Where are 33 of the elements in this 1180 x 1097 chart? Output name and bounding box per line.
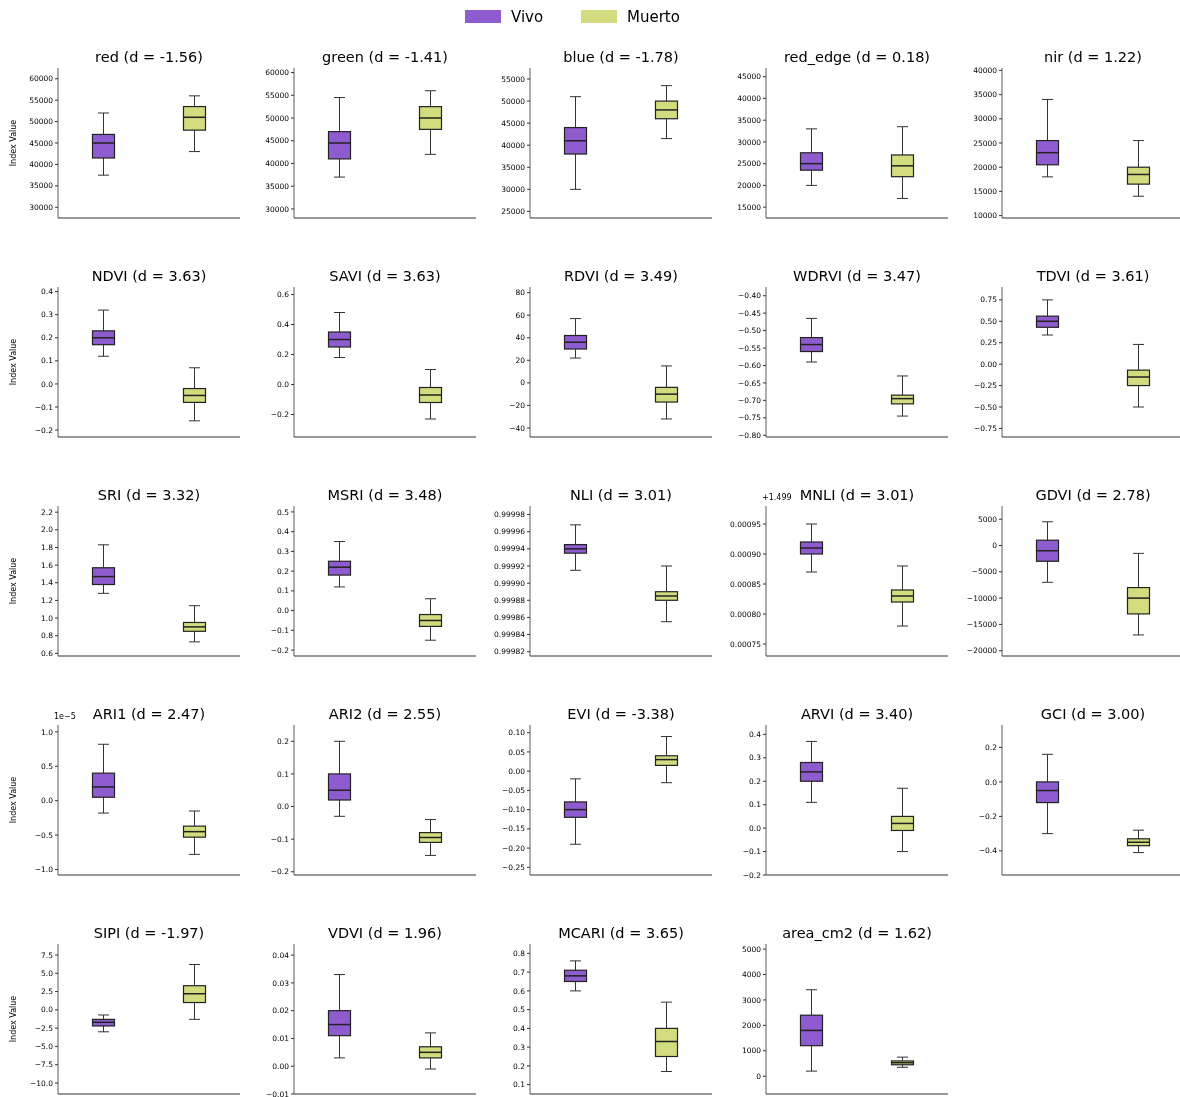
y-axis-title: Index Value <box>9 776 18 824</box>
chart-title: green (d = -1.41) <box>322 49 448 65</box>
chart-title: ARI2 (d = 2.55) <box>328 706 442 722</box>
chart-title: RDVI (d = 3.49) <box>564 268 678 284</box>
chart-title: WDRVI (d = 3.47) <box>793 268 921 284</box>
text: 1e−5 <box>54 712 76 721</box>
chart-title: NDVI (d = 3.63) <box>91 268 207 284</box>
chart-title: EVI (d = -3.38) <box>567 706 675 722</box>
chart-title: red_edge (d = 0.18) <box>783 49 931 65</box>
y-axis-title: Index Value <box>9 119 18 167</box>
chart-title: NLI (d = 3.01) <box>570 487 672 503</box>
chart-title: GDVI (d = 2.78) <box>1035 487 1151 503</box>
chart-title: VDVI (d = 1.96) <box>328 925 442 941</box>
chart-title: SIPI (d = -1.97) <box>93 925 205 941</box>
chart-title: MSRI (d = 3.48) <box>327 487 443 503</box>
chart-title: blue (d = -1.78) <box>563 49 679 65</box>
chart-title: area_cm2 (d = 1.62) <box>782 925 932 941</box>
chart-title: SAVI (d = 3.63) <box>329 268 441 284</box>
y-axis-title: Index Value <box>9 338 18 386</box>
chart-title: MNLI (d = 3.01) <box>799 487 915 503</box>
chart-title: ARVI (d = 3.40) <box>800 706 914 722</box>
y-axis-title: Index Value <box>9 995 18 1043</box>
chart-title: SRI (d = 3.32) <box>97 487 201 503</box>
text: +1.499 <box>762 493 792 502</box>
chart-title: TDVI (d = 3.61) <box>1035 268 1150 284</box>
chart-title: nir (d = 1.22) <box>1044 49 1142 65</box>
chart-title: MCARI (d = 3.65) <box>558 925 684 941</box>
chart-title: red (d = -1.56) <box>95 49 203 65</box>
chart-title: ARI1 (d = 2.47) <box>92 706 206 722</box>
chart-title: GCI (d = 3.00) <box>1040 706 1146 722</box>
y-axis-title: Index Value <box>9 557 18 605</box>
legend-label: Muerto <box>627 8 680 27</box>
legend-label: Vivo <box>511 8 544 27</box>
